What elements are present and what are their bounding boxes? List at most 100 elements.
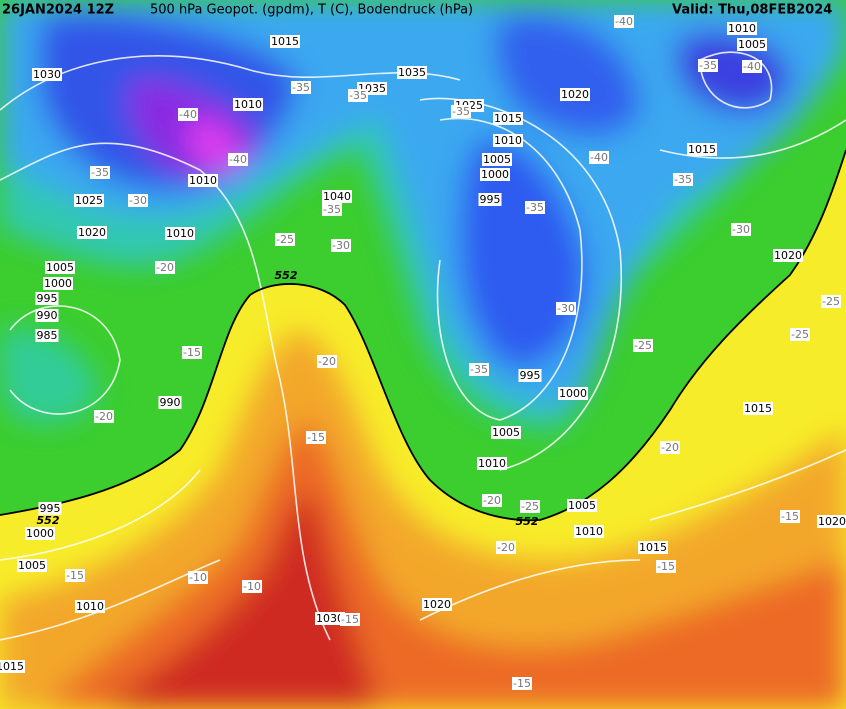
geopotential-contour: [0, 149, 846, 522]
isobars-label-box: [518, 369, 542, 382]
temperature-label-box: [520, 500, 540, 513]
isobars-label-box: [817, 515, 846, 528]
temperature-label: -15: [341, 613, 359, 626]
isobars-label-box: [560, 88, 590, 101]
temperature-label-box: [790, 328, 810, 341]
isobars-label-box: [38, 502, 62, 515]
temperature-label: -30: [732, 223, 750, 236]
temperature-label: -15: [781, 510, 799, 523]
isobars-label-box: [687, 143, 717, 156]
temperature-label: -20: [661, 441, 679, 454]
isobars-label: 1010: [478, 457, 506, 470]
isobars-label-box: [45, 261, 75, 274]
temperature-label: -35: [452, 105, 470, 118]
isobars-label-box: [43, 277, 73, 290]
temperature-label-box: [742, 60, 762, 73]
temperature-label: -40: [179, 108, 197, 121]
isobars-label-box: [773, 249, 803, 262]
temperature-label: -25: [634, 339, 652, 352]
map-title: 500 hPa Geopot. (gpdm), T (C), Bodendruc…: [150, 3, 473, 18]
temperature-label: -35: [91, 166, 109, 179]
isobars-label: 1005: [492, 426, 520, 439]
temperature-label-box: [348, 89, 368, 102]
isobars-label: 985: [37, 329, 58, 342]
isobars-label: 1000: [26, 527, 54, 540]
temperature-label: -35: [349, 89, 367, 102]
temperature-label: -10: [243, 580, 261, 593]
isobars-label-box: [188, 174, 218, 187]
temperature-label: -10: [189, 571, 207, 584]
isobars-label: 990: [37, 309, 58, 322]
isobars-label: 995: [480, 193, 501, 206]
isobars-label: 1015: [688, 143, 716, 156]
temperature-label-box: [94, 410, 114, 423]
isobars-label-box: [17, 559, 47, 572]
isobars-label: 1015: [744, 402, 772, 415]
temperature-label-box: [556, 302, 576, 315]
isobars-label: 1010: [76, 600, 104, 613]
temperature-label-box: [331, 239, 351, 252]
isobars-label-box: [25, 527, 55, 540]
isobars-label-box: [35, 309, 59, 322]
temperature-label-box: [182, 346, 202, 359]
temperature-label-box: [306, 431, 326, 444]
temperature-label: -20: [95, 410, 113, 423]
isobars-label-box: [567, 499, 597, 512]
temperature-label-box: [496, 541, 516, 554]
isobars-label-box: [397, 66, 427, 79]
temperature-label-box: [589, 151, 609, 164]
isobars-label-box: [322, 190, 352, 203]
isobars-label-box: [558, 387, 588, 400]
isobars-label-box: [477, 457, 507, 470]
isobars-label-box: [482, 153, 512, 166]
geopotential-label: 552: [516, 515, 539, 528]
isobars-label-box: [574, 525, 604, 538]
isobars-label-box: [35, 329, 59, 342]
temperature-label: -15: [513, 677, 531, 690]
temperature-label: -25: [822, 295, 840, 308]
geopotential-label: 552: [37, 514, 60, 527]
isobars-label: 995: [520, 369, 541, 382]
temperature-label-box: [65, 569, 85, 582]
temperature-label: -25: [276, 233, 294, 246]
temperature-label: -40: [229, 153, 247, 166]
run-time: 26JAN2024 12Z: [2, 3, 114, 18]
temperature-label: -15: [183, 346, 201, 359]
temperature-label-box: [275, 233, 295, 246]
temperature-label-box: [128, 194, 148, 207]
temperature-label: -35: [674, 173, 692, 186]
isobars-label-box: [0, 660, 25, 673]
temperature-label: -35: [470, 363, 488, 376]
isobars-label-box: [165, 227, 195, 240]
isobars-label: 1015: [639, 541, 667, 554]
isobars-label: 1010: [234, 98, 262, 111]
valid-time: Valid: Thu,08FEB2024: [672, 3, 832, 18]
temperature-label-box: [90, 166, 110, 179]
isobars-label-box: [480, 168, 510, 181]
isobars-label: 1005: [568, 499, 596, 512]
temperature-label: -15: [307, 431, 325, 444]
temperature-label-box: [512, 677, 532, 690]
temperature-label: -40: [590, 151, 608, 164]
temperature-label-box: [780, 510, 800, 523]
temperature-label-box: [317, 355, 337, 368]
isobars: [0, 51, 846, 641]
temperature-label: -20: [483, 494, 501, 507]
isobars-label: 1010: [494, 134, 522, 147]
isobars-label: 1010: [189, 174, 217, 187]
isobars-label: 995: [40, 502, 61, 515]
temperature-label-box: [322, 203, 342, 216]
map-labels: 1015103010351035101010251020101510101005…: [0, 15, 846, 690]
temperature-label: -20: [497, 541, 515, 554]
temperature-label-box: [228, 153, 248, 166]
temperature-label-box: [340, 613, 360, 626]
isobars-label-box: [233, 98, 263, 111]
temperature-label-box: [698, 59, 718, 72]
temperature-label-box: [482, 494, 502, 507]
isobars-label: 1005: [483, 153, 511, 166]
temperature-label: -15: [66, 569, 84, 582]
temperature-label: -35: [526, 201, 544, 214]
isobars-label: 1035: [398, 66, 426, 79]
isobars-label-box: [737, 38, 767, 51]
